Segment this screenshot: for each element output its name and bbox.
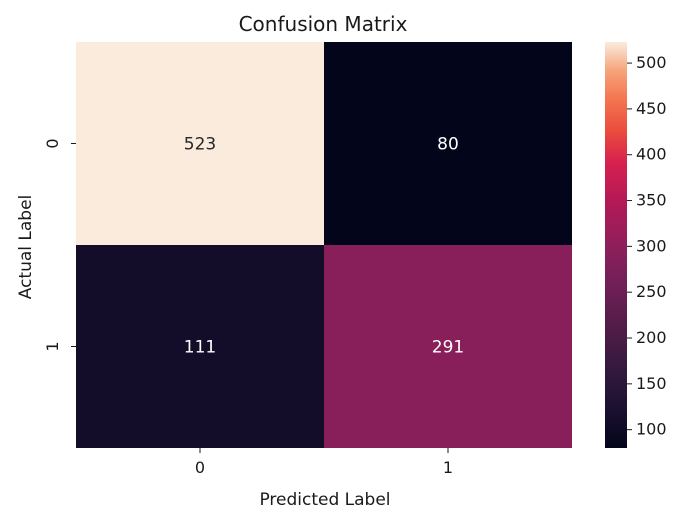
- x-axis-label: Predicted Label: [259, 490, 390, 510]
- colorbar-tick-label-4: 300: [636, 236, 667, 255]
- chart-title: Confusion Matrix: [239, 12, 408, 36]
- x-tick-label-0: 0: [195, 458, 205, 477]
- colorbar-tick-label-2: 200: [636, 328, 667, 347]
- heatmap-cell-labels: 523 80 111 291: [184, 135, 464, 358]
- y-axis-ticks: 01: [43, 138, 76, 352]
- heatmap-cell-r0-c1: [324, 42, 572, 245]
- heatmap-cell-r1-c1: [324, 245, 572, 448]
- colorbar-fill: [605, 42, 627, 448]
- colorbar-tick-label-6: 400: [636, 145, 667, 164]
- y-tick-label-1: 1: [43, 341, 62, 351]
- colorbar-tick-label-7: 450: [636, 99, 667, 118]
- heatmap-cell-r0-c0: [76, 42, 324, 245]
- colorbar-tick-label-5: 350: [636, 191, 667, 210]
- x-tick-label-1: 1: [443, 458, 453, 477]
- colorbar-tick-label-8: 500: [636, 53, 667, 72]
- y-axis-label: Actual Label: [16, 195, 36, 300]
- heatmap-cell-value-r1-c0: 111: [184, 338, 216, 358]
- colorbar: 100 150 200 250 300 350 400 450 500: [605, 42, 667, 448]
- heatmap-cell-r1-c0: [76, 245, 324, 448]
- heatmap-cell-value-r0-c0: 523: [184, 135, 216, 155]
- colorbar-tick-label-0: 100: [636, 420, 667, 439]
- heatmap-cell-value-r1-c1: 291: [432, 338, 464, 358]
- colorbar-tick-label-1: 150: [636, 374, 667, 393]
- heatmap-plot-area: 523 80 111 291: [76, 42, 572, 448]
- heatmap-cells: [76, 42, 572, 448]
- colorbar-ticks: 100 150 200 250 300 350 400 450 500: [627, 53, 667, 439]
- y-tick-label-0: 0: [43, 138, 62, 148]
- heatmap-cell-value-r0-c1: 80: [437, 135, 459, 155]
- colorbar-tick-label-3: 250: [636, 282, 667, 301]
